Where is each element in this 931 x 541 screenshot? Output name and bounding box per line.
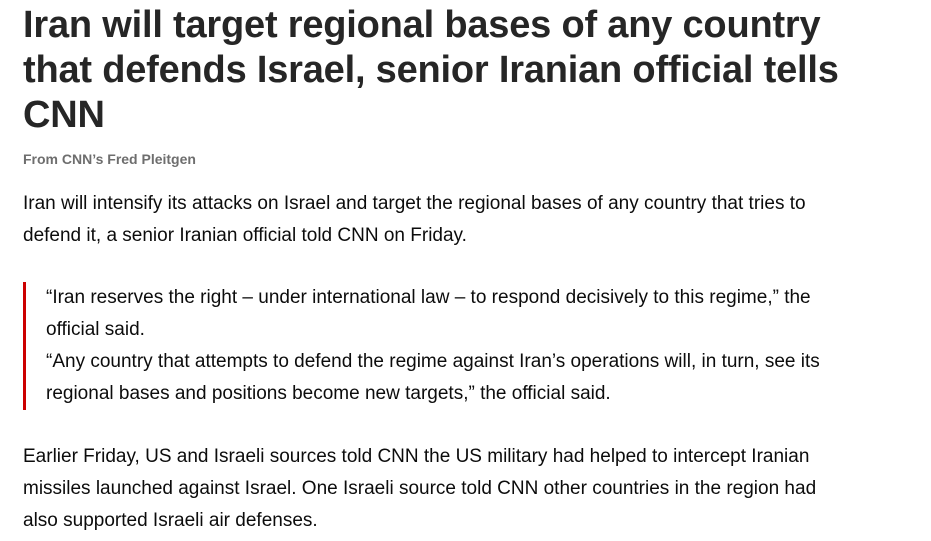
paragraph-line: also supported Israeli air defenses. [23, 510, 318, 531]
quote-line: regional bases and positions become new … [46, 383, 611, 404]
quote-line: “Iran reserves the right – under interna… [46, 287, 811, 308]
article: Iran will target regional bases of any c… [23, 0, 923, 537]
paragraph: Earlier Friday, US and Israeli sources t… [23, 441, 923, 537]
quote-line: official said. [46, 319, 145, 340]
paragraph-line: missiles launched against Israel. One Is… [23, 478, 817, 499]
pull-quote: “Iran reserves the right – under interna… [23, 282, 923, 410]
paragraph: Iran will intensify its attacks on Israe… [23, 188, 923, 252]
headline-line: Iran will target regional bases of any c… [23, 4, 821, 46]
quote-line: “Any country that attempts to defend the… [46, 351, 820, 372]
headline-line: that defends Israel, senior Iranian offi… [23, 49, 839, 91]
paragraph-line: Earlier Friday, US and Israeli sources t… [23, 446, 810, 467]
quote-paragraph: “Iran reserves the right – under interna… [46, 282, 923, 346]
paragraph-line: Iran will intensify its attacks on Israe… [23, 193, 806, 214]
quote-paragraph: “Any country that attempts to defend the… [46, 346, 923, 410]
headline-line: CNN [23, 94, 105, 136]
headline: Iran will target regional bases of any c… [23, 0, 923, 138]
byline: From CNN’s Fred Pleitgen [23, 151, 196, 167]
paragraph-line: defend it, a senior Iranian official tol… [23, 225, 467, 246]
